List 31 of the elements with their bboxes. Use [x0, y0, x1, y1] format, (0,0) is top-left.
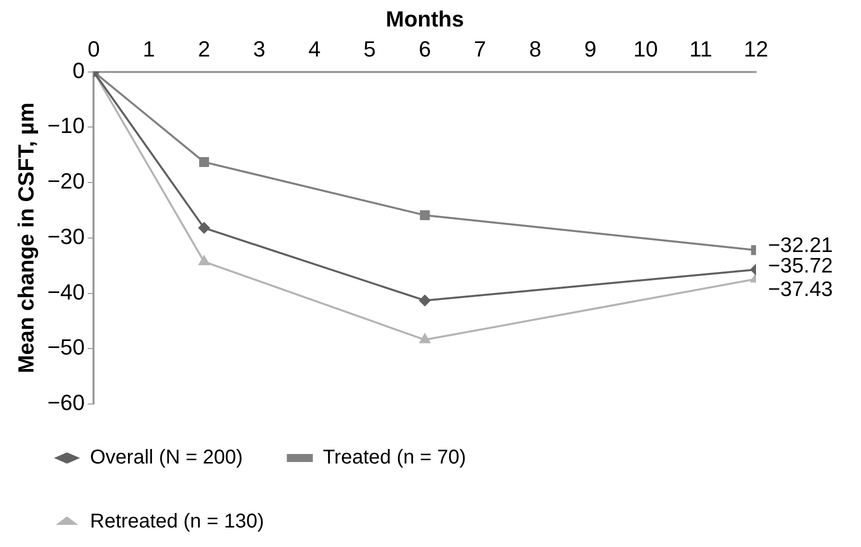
point — [420, 210, 430, 220]
point — [418, 332, 431, 344]
data-label: −35.72 — [768, 254, 833, 278]
x-tick-label: 5 — [364, 36, 376, 62]
legend-label: Overall (N = 200) — [90, 446, 243, 469]
y-tick-label: −60 — [47, 390, 85, 416]
x-tick-label: 10 — [633, 36, 658, 62]
x-tick-label: 2 — [198, 36, 210, 62]
point — [199, 157, 210, 167]
y-axis-title: Mean change in CSFT, µm — [13, 102, 38, 374]
x-tick-label: 7 — [474, 36, 486, 62]
point — [198, 254, 210, 266]
x-tick-label: 8 — [529, 36, 542, 62]
y-tick-label: −50 — [47, 334, 85, 360]
x-tick-label: 4 — [308, 36, 321, 62]
x-tick-label: 3 — [253, 36, 266, 62]
y-tick-label: −30 — [47, 224, 85, 249]
x-tick-label: 11 — [689, 36, 712, 62]
x-tick-label: 6 — [418, 36, 431, 62]
legend-label: Treated (n = 70) — [322, 446, 466, 469]
y-tick-label: −40 — [47, 279, 85, 304]
data-label: −37.43 — [768, 278, 833, 301]
data-label: −32.21 — [768, 234, 833, 257]
legend-label: Retreated (n = 130) — [90, 510, 264, 533]
x-tick-label: 1 — [142, 36, 156, 62]
y-tick-label: −20 — [47, 168, 85, 194]
x-tick-label: 12 — [744, 36, 768, 62]
y-tick-label: −10 — [47, 113, 85, 138]
x-tick-label: 9 — [584, 36, 597, 62]
x-axis-title: Months — [386, 6, 464, 32]
y-tick-label: 0 — [72, 58, 85, 83]
